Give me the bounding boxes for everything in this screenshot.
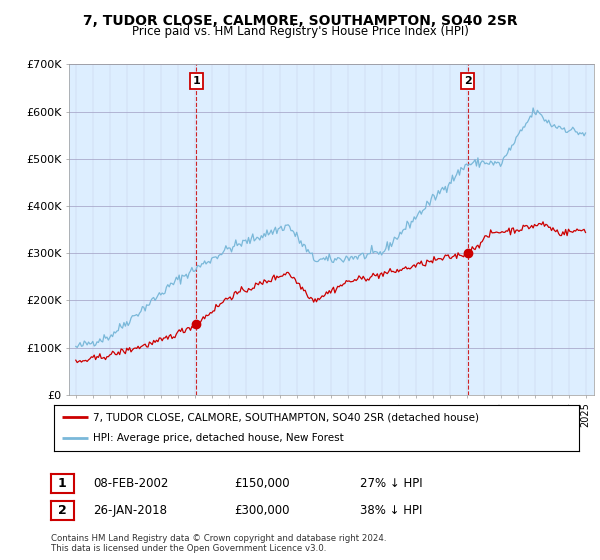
Text: 2: 2 — [58, 504, 67, 517]
Text: 27% ↓ HPI: 27% ↓ HPI — [360, 477, 422, 490]
Text: 26-JAN-2018: 26-JAN-2018 — [93, 504, 167, 517]
Text: 7, TUDOR CLOSE, CALMORE, SOUTHAMPTON, SO40 2SR (detached house): 7, TUDOR CLOSE, CALMORE, SOUTHAMPTON, SO… — [94, 412, 479, 422]
Text: 1: 1 — [193, 76, 200, 86]
Text: 7, TUDOR CLOSE, CALMORE, SOUTHAMPTON, SO40 2SR: 7, TUDOR CLOSE, CALMORE, SOUTHAMPTON, SO… — [83, 14, 517, 28]
Text: 1: 1 — [58, 477, 67, 490]
Text: Contains HM Land Registry data © Crown copyright and database right 2024.: Contains HM Land Registry data © Crown c… — [51, 534, 386, 543]
Text: Price paid vs. HM Land Registry's House Price Index (HPI): Price paid vs. HM Land Registry's House … — [131, 25, 469, 38]
Text: This data is licensed under the Open Government Licence v3.0.: This data is licensed under the Open Gov… — [51, 544, 326, 553]
Text: 08-FEB-2002: 08-FEB-2002 — [93, 477, 169, 490]
Text: HPI: Average price, detached house, New Forest: HPI: Average price, detached house, New … — [94, 433, 344, 444]
Text: £300,000: £300,000 — [234, 504, 290, 517]
Text: £150,000: £150,000 — [234, 477, 290, 490]
Text: 38% ↓ HPI: 38% ↓ HPI — [360, 504, 422, 517]
Text: 2: 2 — [464, 76, 472, 86]
